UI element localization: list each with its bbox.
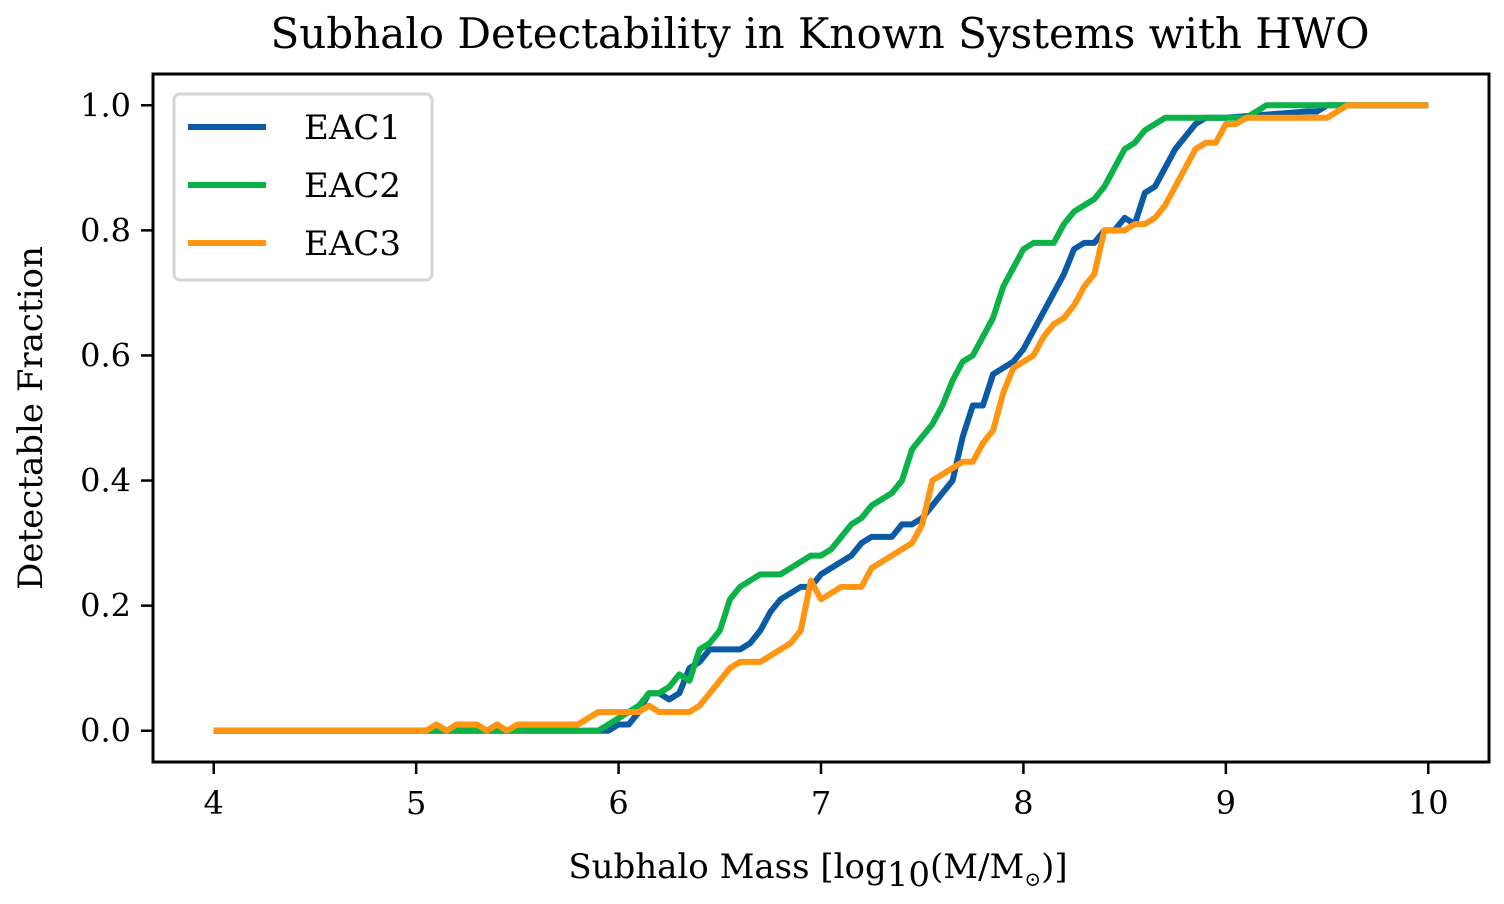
y-tick-label: 0.2 <box>80 587 131 625</box>
y-tick-label: 0.4 <box>80 462 131 500</box>
ticks-layer: 4 5 6 7 8 9 10 0.0 0.2 0.4 0.6 0.8 1.0 <box>80 86 1449 822</box>
y-axis-label: Detectable Fraction <box>11 246 51 590</box>
x-axis-label-subscript: 10 <box>887 855 930 895</box>
x-tick-label: 8 <box>1013 784 1033 822</box>
x-axis-label-prefix: Subhalo Mass [log <box>568 847 886 887</box>
series-line-eac3 <box>213 102 1429 734</box>
y-tick-label: 1.0 <box>80 86 131 124</box>
x-axis-label-subscript2: ⊙ <box>1024 867 1041 891</box>
x-axis-label-suffix: )] <box>1041 847 1068 887</box>
x-tick-label: 6 <box>608 784 628 822</box>
y-tick-label: 0.6 <box>80 336 131 374</box>
x-tick-label: 4 <box>204 784 224 822</box>
chart-title: Subhalo Detectability in Known Systems w… <box>270 9 1369 58</box>
y-tick-label: 0.0 <box>80 712 131 750</box>
y-tick-label: 0.8 <box>80 211 131 249</box>
x-tick-label: 7 <box>811 784 831 822</box>
legend: EAC1 EAC2 EAC3 <box>172 92 434 282</box>
legend-label-eac2: EAC2 <box>304 166 401 206</box>
legend-label-eac3: EAC3 <box>304 224 401 264</box>
x-tick-label: 10 <box>1408 784 1449 822</box>
x-axis-label: Subhalo Mass [log10(M/M⊙)] <box>568 847 1067 895</box>
legend-frame <box>172 92 434 282</box>
series-line-eac2 <box>213 102 1429 734</box>
x-axis-label-middle: (M/M <box>930 847 1024 887</box>
x-tick-label: 5 <box>406 784 426 822</box>
legend-label-eac1: EAC1 <box>304 108 401 148</box>
series-layer <box>213 102 1429 734</box>
x-tick-label: 9 <box>1216 784 1236 822</box>
